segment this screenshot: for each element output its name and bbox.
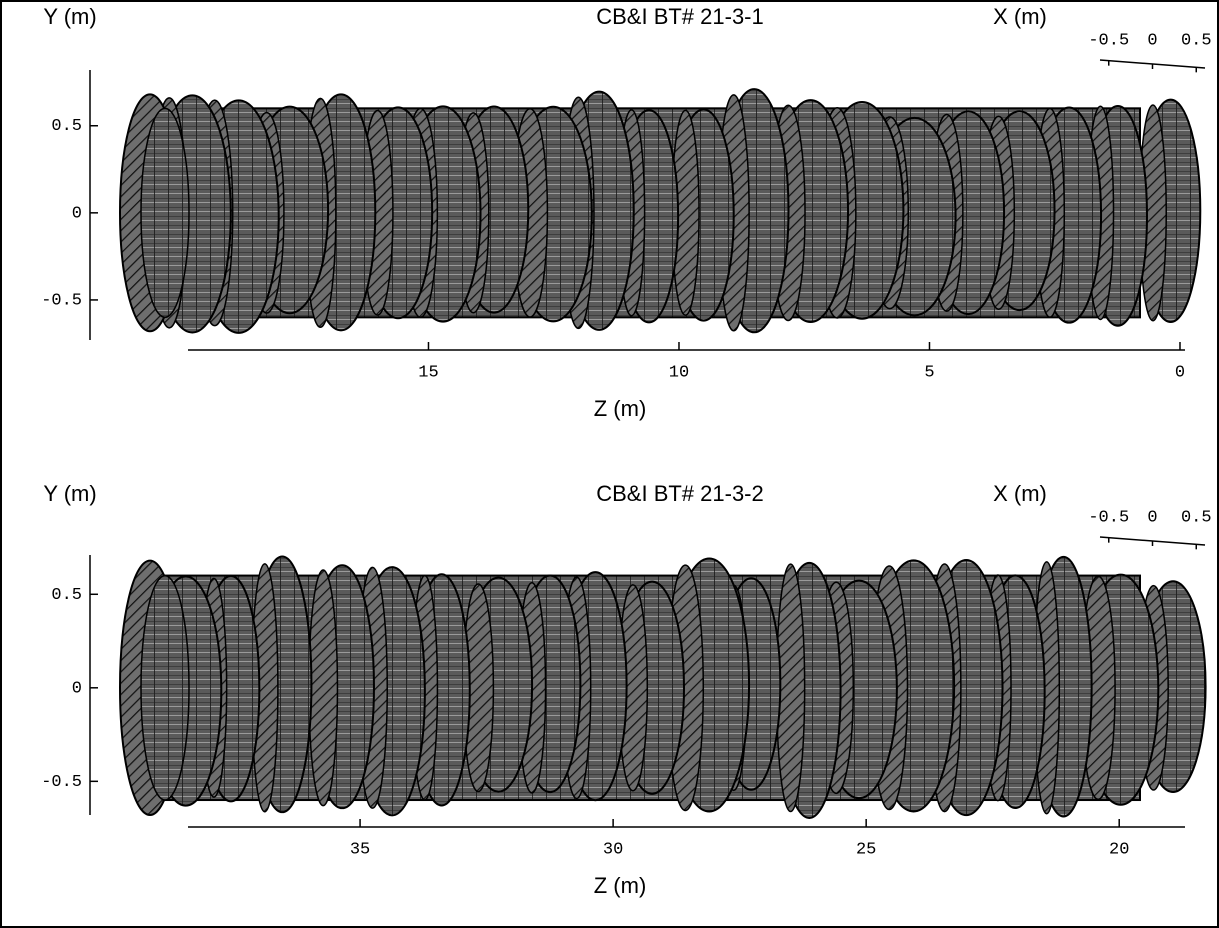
x-tick-label: -0.5 (1088, 508, 1129, 527)
y-tick-label: 0.5 (51, 117, 82, 136)
tube-end-inner (141, 576, 189, 800)
z-tick-label: 10 (669, 363, 689, 382)
y-tick-label: 0.5 (51, 586, 82, 605)
y-tick-label: -0.5 (41, 773, 82, 792)
z-tick-label: 25 (856, 840, 876, 859)
tube-surface (120, 89, 1200, 333)
x-tick-label: 0.5 (1181, 31, 1212, 50)
z-axis-label: Z (m) (594, 873, 647, 898)
y-axis-label: Y (m) (43, 4, 96, 29)
chart-title: CB&I BT# 21-3-2 (596, 481, 764, 506)
tube-ring-edge (309, 570, 338, 806)
z-axis-label: Z (m) (594, 396, 647, 421)
z-tick-label: 5 (924, 363, 934, 382)
x-tick-label: 0 (1147, 31, 1157, 50)
y-tick-label: -0.5 (41, 291, 82, 310)
tube-surface (120, 557, 1206, 818)
figure: CB&I BT# 21-3-1 Y (m) X (m) Z (m) 0.5 0 -0.5 15… (0, 0, 1219, 928)
x-tick-label: 0.5 (1181, 508, 1212, 527)
y-tick-label: 0 (72, 204, 82, 223)
chart-title: CB&I BT# 21-3-1 (596, 4, 764, 29)
z-tick-label: 15 (418, 363, 438, 382)
z-tick-label: 0 (1175, 363, 1185, 382)
x-axis-label: X (m) (993, 4, 1047, 29)
x-tick-label: -0.5 (1088, 31, 1129, 50)
z-tick-label: 30 (603, 840, 623, 859)
x-axis-label: X (m) (993, 481, 1047, 506)
z-tick-label: 20 (1109, 840, 1129, 859)
x-tick-label: 0 (1147, 508, 1157, 527)
tube-end-inner (141, 108, 189, 317)
y-axis-label: Y (m) (43, 481, 96, 506)
y-tick-label: 0 (72, 679, 82, 698)
z-tick-label: 35 (350, 840, 370, 859)
